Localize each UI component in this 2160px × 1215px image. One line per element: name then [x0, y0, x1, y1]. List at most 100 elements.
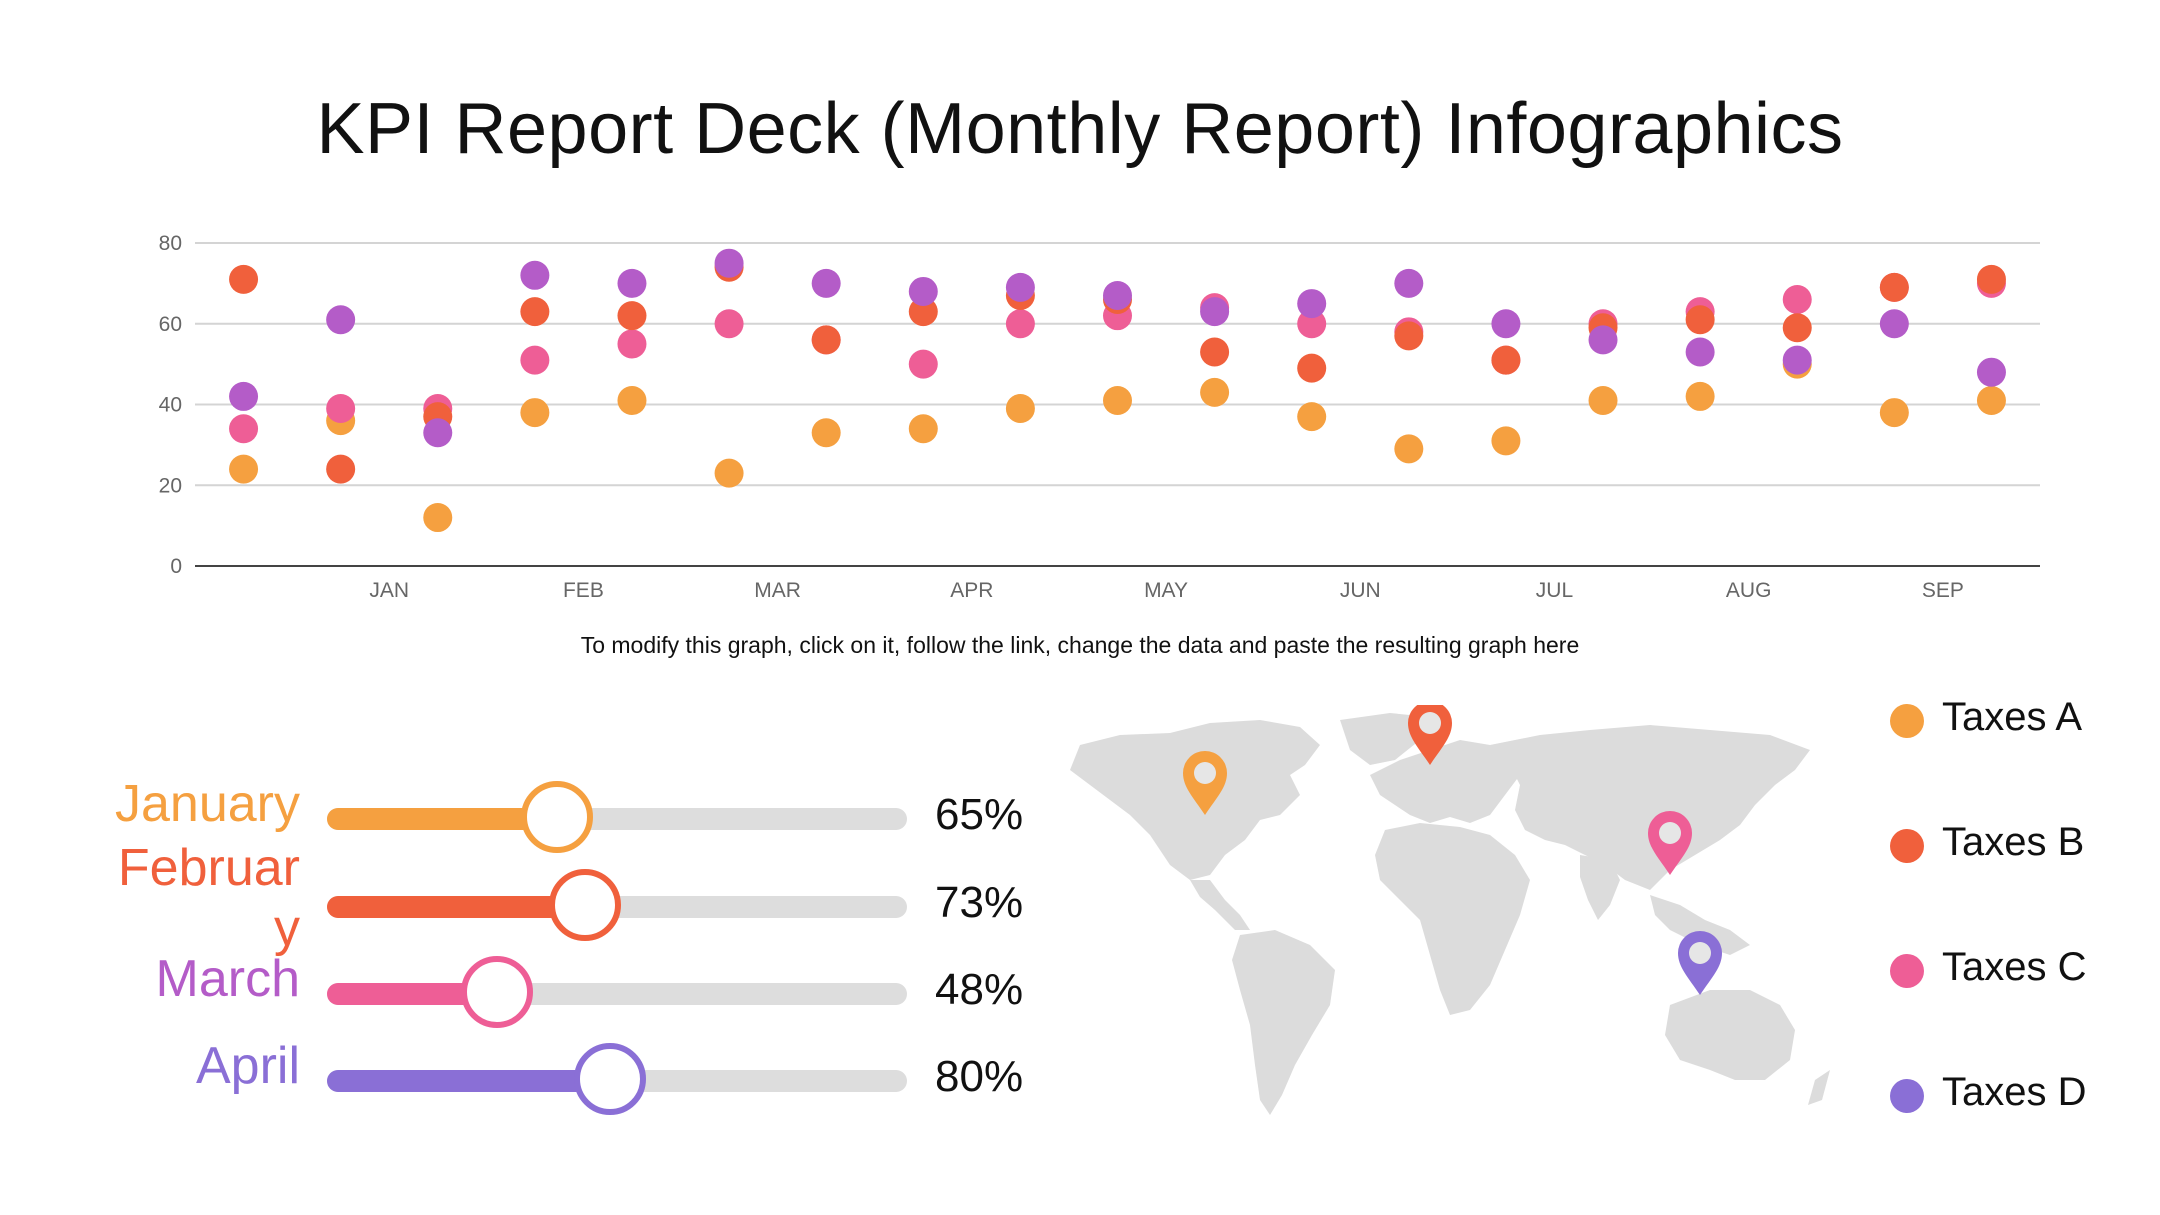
point-taxes-b-18	[1976, 264, 2006, 294]
point-taxes-b-17	[1879, 272, 1909, 302]
point-taxes-d-3	[520, 260, 550, 290]
point-taxes-d-7	[908, 276, 938, 306]
scatter-chart[interactable]: 0 20 40 60 80 JAN FEB MAR APR MAY JUN JUL AUG SEP	[0, 0, 2160, 620]
slider-knob-january[interactable]	[520, 781, 593, 853]
point-taxes-d-9	[1103, 280, 1132, 310]
legend-dot-taxes-a	[1890, 704, 1924, 738]
slider-fill-january	[327, 808, 557, 830]
slider-percent-january: 65%	[935, 790, 1024, 839]
south-asia-pin-hole	[1659, 822, 1681, 844]
slider-percent-february: 73%	[935, 878, 1024, 927]
point-taxes-a-4	[617, 385, 647, 415]
point-taxes-d-17	[1879, 309, 1909, 339]
point-taxes-d-2	[423, 418, 453, 448]
legend-dot-taxes-d	[1890, 1079, 1924, 1113]
point-taxes-b-16	[1782, 313, 1812, 343]
europe-pin-hole	[1419, 712, 1441, 734]
slider-knob-march[interactable]	[460, 956, 533, 1028]
point-taxes-b-6	[811, 325, 841, 355]
x-tick-label-jul: JUL	[1536, 579, 1573, 602]
point-taxes-d-4	[617, 268, 647, 298]
slider-row-january: January 65%	[0, 775, 1050, 860]
slider-fill-february	[327, 896, 586, 918]
slider-row-march: March 48%	[0, 950, 1050, 1035]
legend-label-taxes-c: Taxes C	[1942, 945, 2087, 989]
x-tick-label-jan: JAN	[369, 579, 409, 602]
point-taxes-a-17	[1879, 398, 1909, 428]
europe-pin-body	[1408, 705, 1452, 765]
slider-track-january[interactable]	[327, 781, 907, 853]
point-taxes-d-18	[1976, 357, 2006, 387]
point-taxes-d-6	[811, 268, 841, 298]
point-taxes-b-4	[617, 301, 647, 331]
x-tick-label-aug: AUG	[1726, 579, 1772, 602]
point-taxes-a-7	[908, 414, 938, 444]
x-tick-label-mar: MAR	[754, 579, 801, 602]
point-taxes-c-16	[1782, 285, 1812, 315]
y-tick-label-20: 20	[159, 474, 182, 497]
point-taxes-a-12	[1394, 434, 1424, 464]
point-taxes-a-10	[1200, 377, 1230, 407]
point-taxes-a-3	[520, 398, 550, 428]
point-taxes-b-13	[1491, 345, 1521, 375]
slider-fill-march	[327, 983, 497, 1005]
europe-shape	[1370, 740, 1520, 823]
south-america-shape	[1232, 930, 1335, 1115]
y-tick-label-80: 80	[159, 232, 182, 255]
slider-label-january: January	[115, 775, 300, 833]
slider-label-february: Februar y	[0, 838, 300, 958]
south-asia-pin-icon[interactable]	[1648, 811, 1692, 875]
point-taxes-c-0	[229, 414, 259, 444]
slider-track-march[interactable]	[327, 956, 907, 1028]
legend-label-taxes-a: Taxes A	[1942, 695, 2083, 739]
world-map	[1070, 705, 1830, 1115]
north-america-pin-icon[interactable]	[1183, 751, 1227, 815]
asia-shape	[1490, 725, 1810, 890]
north-america-pin-hole	[1194, 762, 1216, 784]
map-pins	[1183, 705, 1722, 995]
point-taxes-b-10	[1200, 337, 1230, 367]
point-taxes-b-7	[908, 297, 938, 327]
slider-track-february[interactable]	[327, 869, 907, 941]
point-taxes-d-5	[714, 248, 744, 278]
x-tick-label-may: MAY	[1144, 579, 1188, 602]
australia-pin-icon[interactable]	[1678, 931, 1722, 995]
chart-edit-note: To modify this graph, click on it, follo…	[580, 632, 1580, 658]
new-zealand-shape	[1808, 1070, 1830, 1105]
legend-label-taxes-b: Taxes B	[1942, 820, 2085, 864]
central-america-shape	[1190, 880, 1250, 930]
slider-fill-april	[327, 1070, 611, 1092]
point-taxes-c-1	[326, 394, 356, 424]
point-taxes-a-0	[229, 454, 259, 484]
point-taxes-d-16	[1782, 345, 1812, 375]
slider-knob-april[interactable]	[574, 1043, 647, 1115]
slider-knob-february[interactable]	[549, 869, 622, 941]
point-taxes-b-1	[326, 454, 356, 484]
x-tick-label-apr: APR	[950, 579, 993, 602]
page-title: KPI Report Deck (Monthly Report) Infogra…	[316, 89, 1844, 169]
slider-row-february: Februar y 73%	[0, 839, 1050, 957]
point-taxes-c-7	[908, 349, 938, 379]
australia-shape	[1665, 990, 1795, 1080]
legend-dot-taxes-b	[1890, 829, 1924, 863]
point-taxes-a-13	[1491, 426, 1521, 456]
point-taxes-a-5	[714, 458, 744, 488]
point-taxes-a-18	[1976, 385, 2006, 415]
point-taxes-d-0	[229, 381, 259, 411]
x-tick-label-jun: JUN	[1340, 579, 1381, 602]
point-taxes-b-12	[1394, 321, 1424, 351]
x-tick-label-sep: SEP	[1922, 579, 1964, 602]
point-taxes-d-12	[1394, 268, 1424, 298]
point-taxes-c-4	[617, 329, 647, 359]
point-taxes-a-6	[811, 418, 841, 448]
slider-label-february-a: Februar y	[0, 838, 300, 958]
point-taxes-a-2	[423, 503, 453, 533]
point-taxes-b-3	[520, 297, 550, 327]
point-taxes-a-11	[1297, 402, 1327, 432]
slider-label-march: March	[155, 950, 300, 1008]
greenland-shape	[1340, 713, 1430, 765]
europe-pin-icon[interactable]	[1408, 705, 1452, 765]
point-taxes-d-10	[1200, 297, 1230, 327]
y-tick-label-0: 0	[170, 555, 182, 578]
slider-track-april[interactable]	[327, 1043, 907, 1115]
